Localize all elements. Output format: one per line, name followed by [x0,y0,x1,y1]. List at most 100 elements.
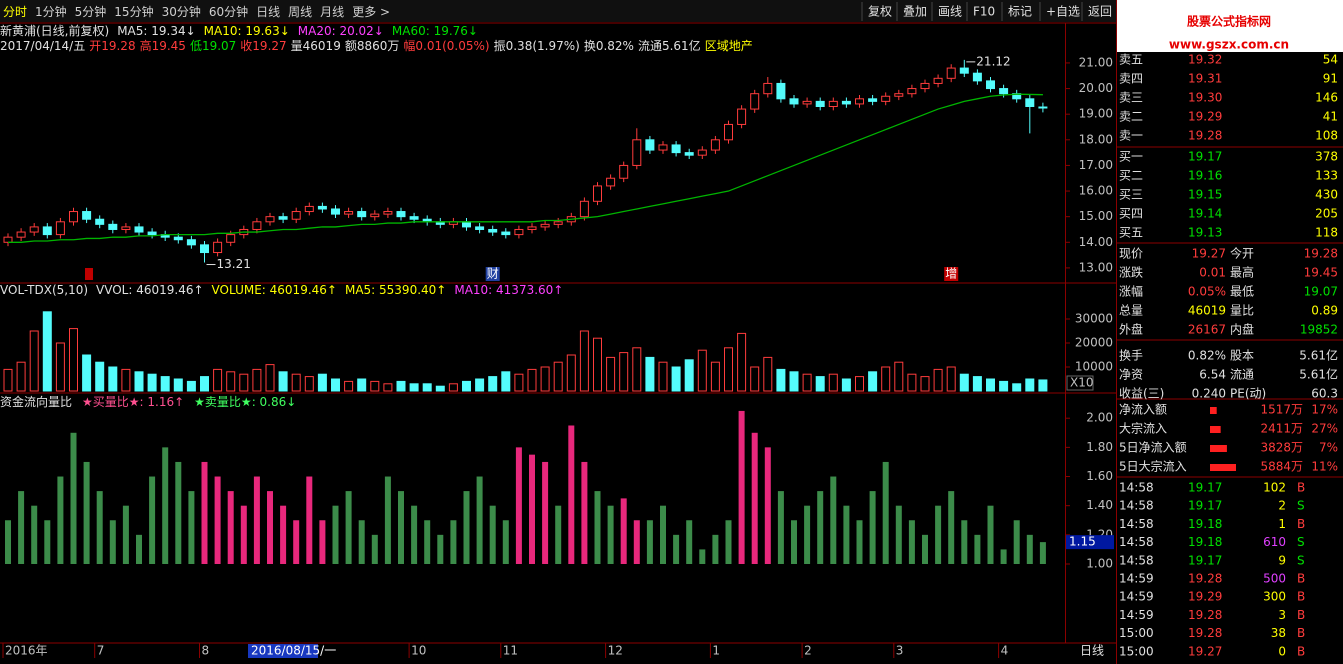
event-marker: 财 [487,267,499,281]
price-info: 2017/04/14/五 开19.28 高19.45 低19.07 收19.27 量460… [0,38,753,53]
stat-value: 5.61亿 [1299,348,1338,363]
y-tick-label: 19.00 [1079,107,1113,121]
marker-bg [944,267,959,281]
ratio-legend-part: 资金流向量比 [0,394,72,409]
volume-bar [606,356,616,392]
period-tab-part[interactable]: 分时 [3,5,27,19]
y-tick-label: 1.00 [1086,557,1113,571]
candle-body [619,164,629,179]
volume-bar [252,368,262,392]
tick-price: 19.18 [1188,517,1222,531]
x-tick-label: 12 [608,644,623,658]
period-tab-part[interactable]: 30分钟 [162,4,201,19]
stat-label: 收益(三) [1119,387,1164,401]
period-tab-part[interactable]: 月线 [320,5,344,19]
toolbar-button[interactable]: 标记 [1008,5,1032,19]
volume-bar [278,371,288,392]
book-volume: 118 [1315,226,1338,240]
ratio-bar [660,505,666,564]
toolbar-button[interactable]: 叠加 [903,5,927,19]
candle-body [121,226,131,230]
book-label: 买五 [1119,226,1143,240]
y-tick-label: 16.00 [1079,184,1113,198]
tick-time: 14:58 [1119,517,1154,531]
ratio-bar [240,505,247,564]
tick-time: 15:00 [1119,644,1154,658]
volume-bar [462,380,471,392]
price-info-part: 换0.82% [584,39,634,53]
candle-body [972,72,982,82]
candle-body [488,228,498,233]
toolbar-button[interactable]: +自选 [1046,5,1080,19]
event-marker: 增 [945,267,957,281]
book-volume: 430 [1315,188,1338,202]
tick-time: 14:59 [1119,572,1154,586]
candle-body [1038,106,1048,109]
y-tick-label: 18.00 [1079,132,1113,146]
ratio-bar [515,447,522,564]
ratio-bar [489,505,496,564]
toolbar-button[interactable]: 返回 [1088,5,1112,19]
tick-price: 19.28 [1188,626,1222,640]
logo-url: www.gszx.com.cn [1169,38,1289,52]
volume-bar [134,371,144,392]
period-tab-part[interactable]: 周线 [288,5,312,19]
candle-body [370,213,380,218]
tick-time: 14:59 [1119,608,1154,622]
volume-bar [671,366,681,392]
volume-bar [658,361,668,392]
volume-bar [304,376,314,392]
ratio-bar [869,491,876,564]
toolbar-button[interactable]: 复权 [868,5,892,19]
ratio-bar [568,425,575,564]
stat-value: 19852 [1300,323,1338,337]
book-volume: 378 [1315,150,1338,164]
volume-bar [724,347,733,392]
volume-bar [959,373,969,392]
stat-value: 26167 [1188,323,1226,337]
candle-body [409,216,419,220]
ratio-bar [319,520,326,564]
book-volume: 41 [1323,110,1338,124]
volume-bar [776,368,786,392]
tick-side: B [1297,644,1305,658]
stat-label: 最高 [1230,265,1254,280]
period-tab-part[interactable]: 1分钟 [35,4,67,19]
period-tab-part[interactable]: 5分钟 [75,4,107,19]
price-info-part: 高19.45 [140,38,186,53]
volume-bar [999,380,1009,392]
ratio-bar [214,476,221,564]
candle-body [920,82,930,90]
book-price: 19.13 [1188,226,1222,240]
period-tab-part[interactable]: 60分钟 [209,4,248,19]
ratio-bar [725,520,732,564]
period-tab-part[interactable]: 日线 [256,5,280,19]
candle-body [317,205,327,210]
tick-side: B [1297,481,1305,495]
ratio-bar [502,520,509,564]
volume-bar [566,354,576,392]
tick-time: 14:59 [1119,590,1154,604]
marker-bg [485,267,500,281]
candle-body [933,77,943,84]
volume-bar [907,373,917,392]
stat-label: 外盘 [1119,322,1143,337]
candle-body [763,82,773,95]
period-label[interactable]: 日线 [1080,644,1104,658]
x-tick-label: 3 [896,644,904,658]
candle-body [1025,98,1035,107]
toolbar-button[interactable]: F10 [973,5,995,19]
period-tab-part[interactable]: 更多 > [352,5,390,19]
y-tick-label: 2.00 [1086,411,1113,425]
stat-value: 19.28 [1304,247,1338,261]
volume-bar [553,361,563,392]
candle-body [907,88,917,95]
tick-price: 19.17 [1188,553,1222,567]
ratio-bar [267,491,273,564]
toolbar-button[interactable]: 画线 [938,5,962,19]
ratio-bar [332,505,339,564]
ratio-bar [371,534,378,564]
period-tab-part[interactable]: 15分钟 [114,4,153,19]
ratio-bar [607,505,614,564]
